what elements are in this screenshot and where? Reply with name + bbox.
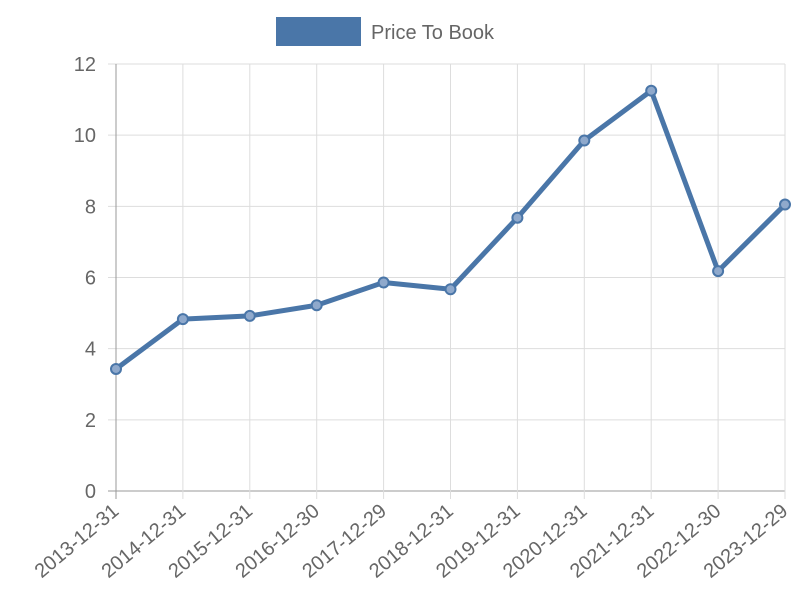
y-tick-label: 8 [85, 196, 96, 218]
point [243, 309, 256, 322]
point [310, 299, 323, 312]
y-tick-label: 12 [74, 54, 96, 76]
y-tick-label: 0 [85, 481, 96, 503]
point [779, 198, 791, 211]
point [712, 265, 725, 278]
point [444, 283, 457, 296]
point [645, 84, 658, 97]
legend-swatch [276, 17, 361, 46]
y-tick-label: 10 [74, 125, 96, 147]
point [377, 276, 390, 289]
y-tick-label: 4 [85, 339, 96, 361]
point [110, 362, 122, 375]
point [578, 134, 591, 147]
y-tick-label: 2 [85, 410, 96, 432]
y-tick-label: 6 [85, 268, 96, 290]
point [511, 211, 524, 224]
legend-label: Price To Book [371, 22, 495, 44]
point [176, 313, 189, 326]
